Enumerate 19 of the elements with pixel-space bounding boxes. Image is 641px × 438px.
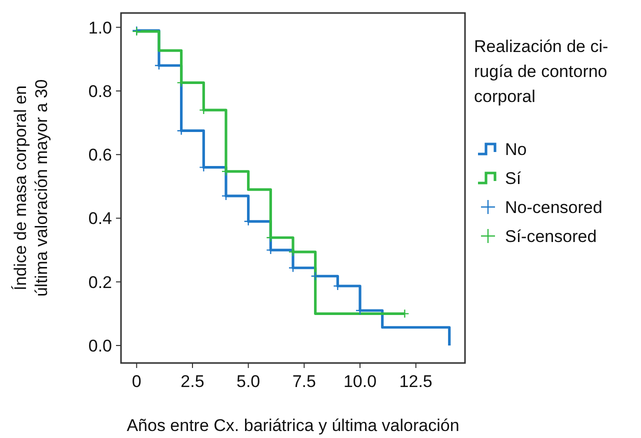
y-tick-label: 0.8 — [88, 82, 112, 101]
y-tick-label: 0.6 — [88, 146, 112, 165]
x-tick-label: 2.5 — [180, 372, 204, 391]
x-tick-label: 10.0 — [343, 372, 377, 391]
y-tick-label: 1.0 — [88, 18, 112, 38]
y-axis-title: Índice de masa corporal en última valoración mayor a 30 — [11, 79, 51, 297]
y-tick-label: 0.4 — [88, 209, 112, 228]
y-tick-label: 0.2 — [88, 272, 112, 292]
legend-label: No-censored — [505, 198, 602, 217]
y-tick-label: 0.0 — [88, 336, 112, 356]
legend-label: Sí — [505, 168, 522, 188]
x-tick-label: 12.5 — [399, 372, 432, 391]
legend-label: Sí-censored — [505, 226, 597, 246]
legend-title: Realización de ci- rugía de contorno corporal — [474, 37, 608, 106]
x-axis-title: Años entre Cx. bariátrica y última valoración — [126, 416, 460, 435]
x-tick-label: 5.0 — [236, 372, 260, 391]
x-tick-label: 0 — [132, 372, 142, 391]
x-tick-label: 7.5 — [292, 372, 316, 391]
legend-label: No — [505, 140, 527, 159]
